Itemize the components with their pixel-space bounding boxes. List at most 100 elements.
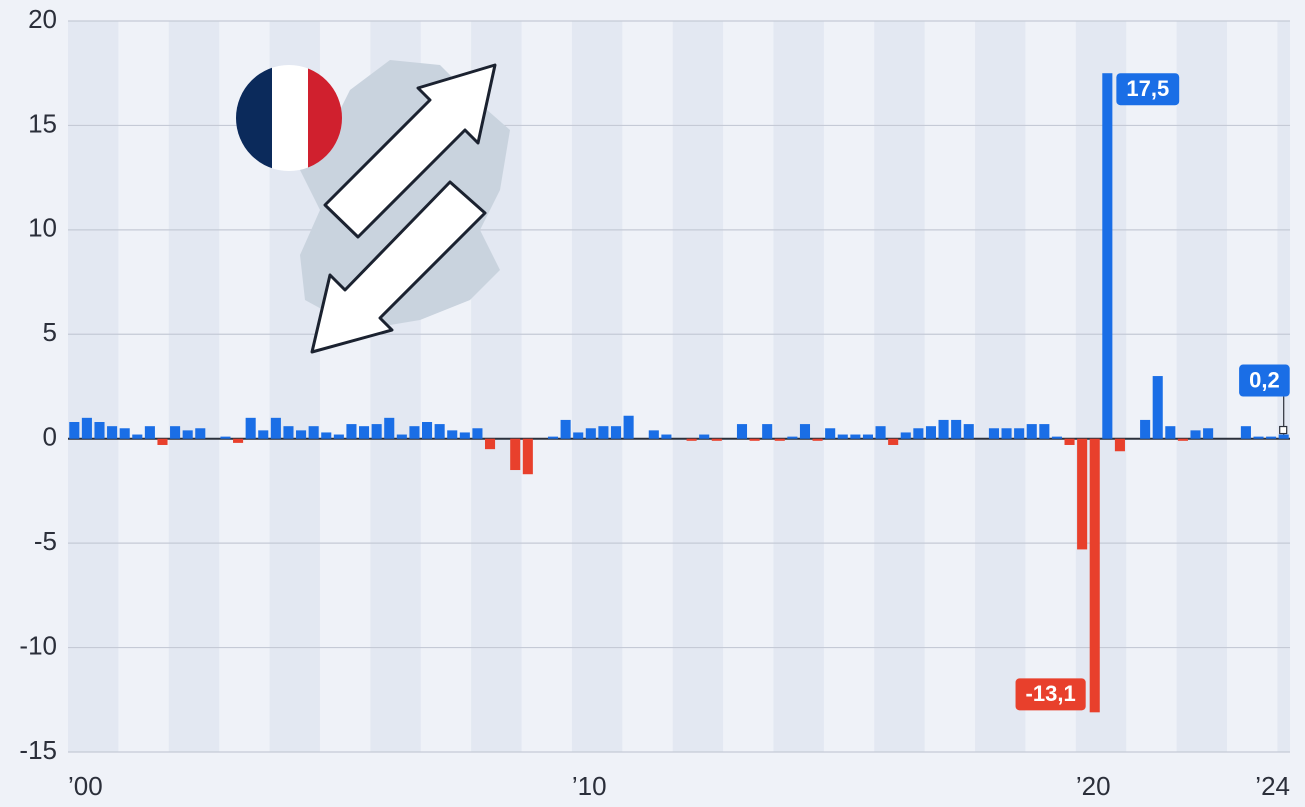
bar [308,426,319,439]
bar [459,432,470,439]
x-tick-label: ’20 [1076,771,1111,801]
y-tick-label: -10 [19,630,57,660]
bar [862,434,874,439]
stripe [571,21,623,752]
bar [951,419,962,439]
bar [157,438,168,445]
bar [296,430,307,439]
bar [837,434,848,439]
bar [1089,438,1100,713]
bar [1165,426,1176,439]
bar [799,424,811,439]
bar [81,417,92,439]
point-marker [1279,425,1288,435]
bar [547,436,559,439]
bar [1190,430,1201,439]
stripe [773,21,824,752]
bar [233,438,244,443]
bar [1064,438,1075,445]
bar [170,426,181,439]
bar [132,434,143,439]
value-label: 0,2 [1239,364,1290,435]
x-tick-label: ’10 [572,771,607,801]
bar [711,438,722,441]
stripe [1176,21,1228,752]
bar [1140,419,1151,439]
bar [245,417,256,439]
bar [434,424,445,439]
value-label: -13,1 [1015,678,1086,711]
value-label-text: 17,5 [1126,76,1169,101]
bar [699,434,710,439]
bar [585,428,596,439]
bar [900,432,911,439]
value-label-text: -13,1 [1026,681,1076,706]
bar [119,428,130,439]
bar [1051,436,1062,439]
y-tick-label: 5 [43,317,57,347]
y-tick-label: 10 [28,213,57,243]
bar [1039,424,1050,439]
bar [484,438,496,450]
bar [963,424,974,439]
y-tick-label: -15 [19,735,57,765]
bar [560,419,571,439]
bar [762,424,773,439]
stripe [975,21,1026,752]
bar [220,436,231,439]
bar [1253,436,1264,439]
bar [283,426,294,439]
bar [94,422,105,439]
bar [1026,424,1037,439]
bar [144,426,155,439]
illustration [236,60,510,354]
bar [447,430,458,439]
bar [1203,428,1214,439]
bar [888,438,899,445]
x-tick-label: ’24 [1255,771,1290,801]
bar [1177,438,1188,441]
bar [573,432,584,439]
stripe [874,21,925,752]
bar [359,426,370,439]
bar [1240,426,1251,439]
bar [1014,428,1025,439]
bar [522,438,533,475]
bar [69,422,80,439]
bars [69,73,1289,713]
bar [875,426,886,439]
bar [346,424,357,439]
bar [812,438,823,441]
bar [988,428,999,439]
bar [913,428,924,439]
stripe [672,21,724,752]
bar [648,430,659,439]
bar [1001,428,1012,439]
value-label-text: 0,2 [1249,367,1280,392]
bar [736,424,748,439]
bar [321,432,332,439]
bar [774,438,785,441]
bar [384,417,395,439]
bar [598,426,609,439]
bar [610,426,622,439]
y-tick-label: -5 [34,526,57,556]
bar [1266,436,1277,439]
x-tick-label: ’00 [68,771,103,801]
bar [661,434,672,439]
bar [1278,434,1289,439]
bar [195,428,206,439]
bar [938,419,949,439]
arrow-down [310,180,487,354]
bar [1102,73,1113,439]
bar [825,428,836,439]
stripe [168,21,220,752]
bar [623,415,634,439]
bar [409,426,420,439]
y-tick-label: 15 [28,108,57,138]
arrow-up [323,63,497,239]
bar [1114,438,1125,452]
bar [749,438,760,441]
